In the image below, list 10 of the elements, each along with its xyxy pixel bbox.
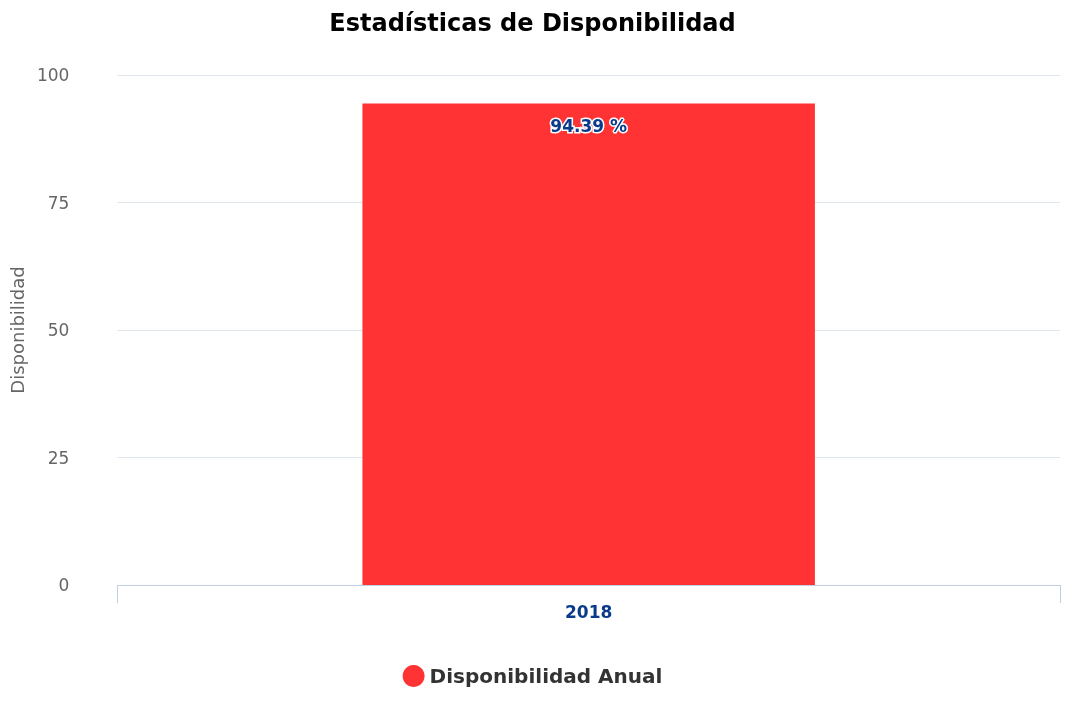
legend-label: Disponibilidad Anual xyxy=(429,664,663,688)
y-tick-label: 75 xyxy=(47,192,70,213)
y-tick-label: 50 xyxy=(47,320,70,340)
y-tick-label: 25 xyxy=(47,447,70,468)
y-tick-label: 100 xyxy=(36,65,70,85)
chart-title: Estadísticas de Disponibilidad xyxy=(329,9,736,37)
x-tick-label: 2018 xyxy=(565,601,613,622)
y-tick-label: 0 xyxy=(58,575,70,595)
y-axis-title: Disponibilidad xyxy=(6,266,28,394)
data-label: 94.39 % xyxy=(550,116,628,137)
